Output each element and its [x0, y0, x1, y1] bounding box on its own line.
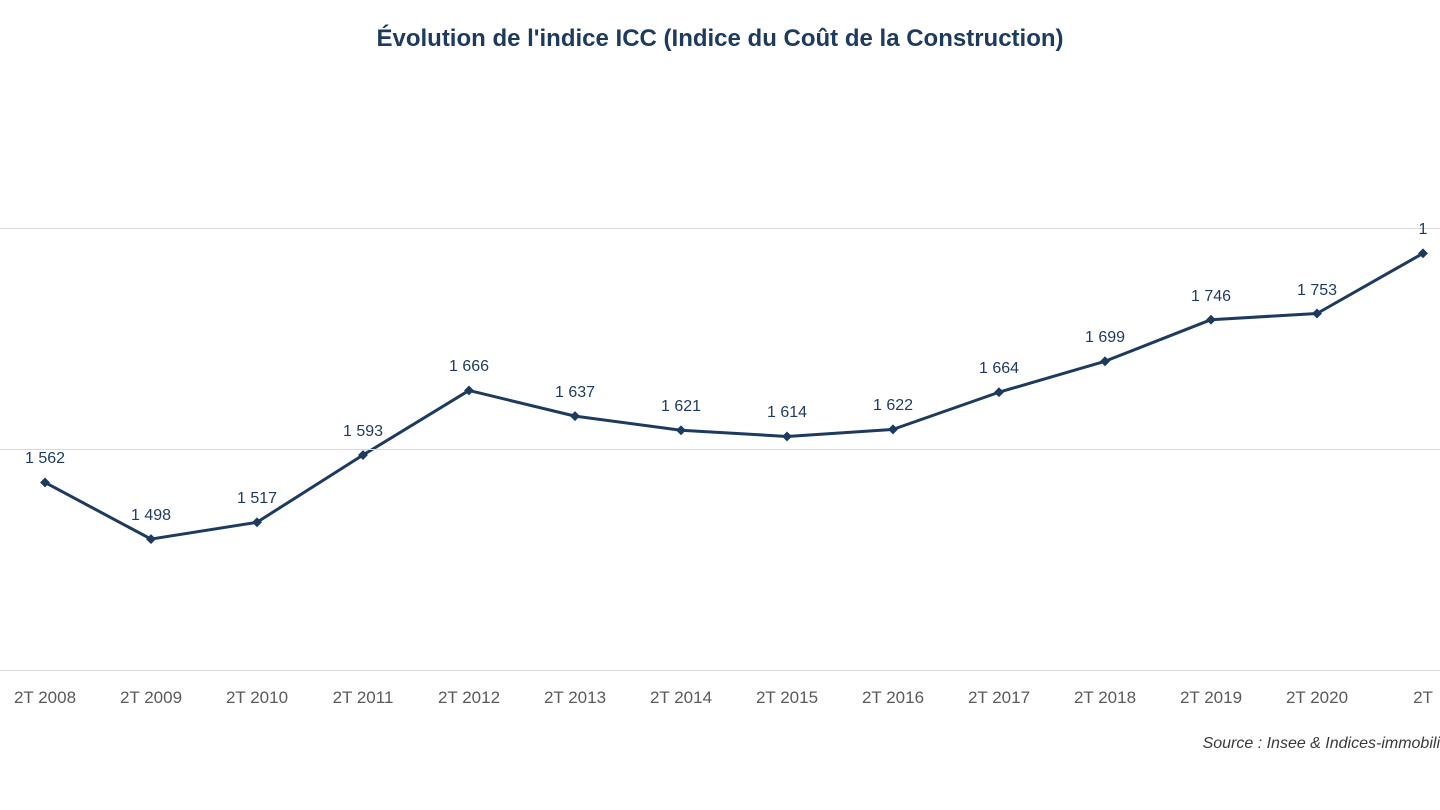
gridline [0, 670, 1440, 671]
data-label: 1 666 [449, 358, 489, 376]
data-marker [783, 432, 791, 440]
data-label: 1 593 [343, 423, 383, 441]
x-axis-label: 2T 2020 [1286, 688, 1348, 708]
data-label: 1 614 [767, 404, 807, 422]
x-axis-label: 2T 2010 [226, 688, 288, 708]
x-axis-label: 2T [1413, 688, 1433, 708]
data-label: 1 [1419, 221, 1428, 239]
data-label: 1 699 [1085, 329, 1125, 347]
x-axis-label: 2T 2008 [14, 688, 76, 708]
x-axis-label: 2T 2009 [120, 688, 182, 708]
x-axis-label: 2T 2011 [333, 688, 394, 708]
data-marker [995, 388, 1003, 396]
x-axis-label: 2T 2014 [650, 688, 712, 708]
data-label: 1 517 [237, 490, 277, 508]
data-label: 1 621 [661, 398, 701, 416]
x-axis-label: 2T 2012 [438, 688, 500, 708]
gridline [0, 228, 1440, 229]
data-marker [1207, 315, 1215, 323]
data-label: 1 622 [873, 397, 913, 415]
data-marker [889, 425, 897, 433]
data-marker [1101, 357, 1109, 365]
data-label: 1 753 [1297, 282, 1337, 300]
data-label: 1 498 [131, 507, 171, 525]
source-note: Source : Insee & Indices-immobili [1203, 735, 1440, 753]
data-label: 1 746 [1191, 288, 1231, 306]
x-axis-label: 2T 2019 [1180, 688, 1242, 708]
line-series [0, 95, 1440, 670]
data-label: 1 562 [25, 450, 65, 468]
chart-title: Évolution de l'indice ICC (Indice du Coû… [0, 25, 1440, 53]
plot-area: 1 562 1 498 1 517 1 593 1 666 1 637 1 621 1 614… [0, 95, 1440, 670]
icc-line-chart: Évolution de l'indice ICC (Indice du Coû… [0, 0, 1440, 810]
data-marker [677, 426, 685, 434]
data-label: 1 637 [555, 384, 595, 402]
data-marker [571, 412, 579, 420]
x-axis-label: 2T 2013 [544, 688, 606, 708]
x-axis-label: 2T 2017 [968, 688, 1030, 708]
gridline [0, 449, 1440, 450]
x-axis-label: 2T 2016 [862, 688, 924, 708]
x-axis-label: 2T 2018 [1074, 688, 1136, 708]
data-label: 1 664 [979, 360, 1019, 378]
x-axis-label: 2T 2015 [756, 688, 818, 708]
